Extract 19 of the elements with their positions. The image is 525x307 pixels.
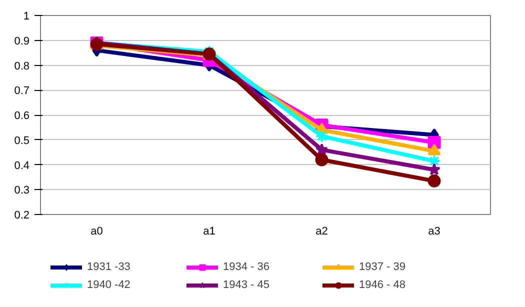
x-tick-label: a1	[203, 226, 216, 238]
y-tick-label: 1	[23, 10, 30, 22]
legend-label: 1943 - 45	[223, 278, 270, 292]
x-tick-label: a3	[428, 226, 440, 238]
y-tick-label: 0.9	[14, 35, 30, 48]
x-tick-label: a0	[90, 226, 103, 238]
y-tick-label: 0.7	[14, 85, 30, 98]
y-tick-label: 0.8	[14, 60, 30, 72]
y-tick-label: 0.3	[14, 184, 30, 197]
y-tick-label: 0.4	[14, 160, 30, 172]
legend-label: 1931 -33	[87, 260, 132, 274]
legend-label: 1934 - 36	[223, 260, 270, 274]
legend-label: 1940 -42	[87, 278, 132, 292]
y-tick-label: 0.6	[14, 110, 30, 122]
legend-label: 1937 - 39	[359, 260, 406, 274]
y-tick-label: 0.5	[14, 134, 30, 147]
x-tick-label: a2	[316, 226, 328, 238]
y-tick-label: 0.2	[14, 210, 30, 222]
legend-label: 1946 - 48	[359, 278, 406, 292]
